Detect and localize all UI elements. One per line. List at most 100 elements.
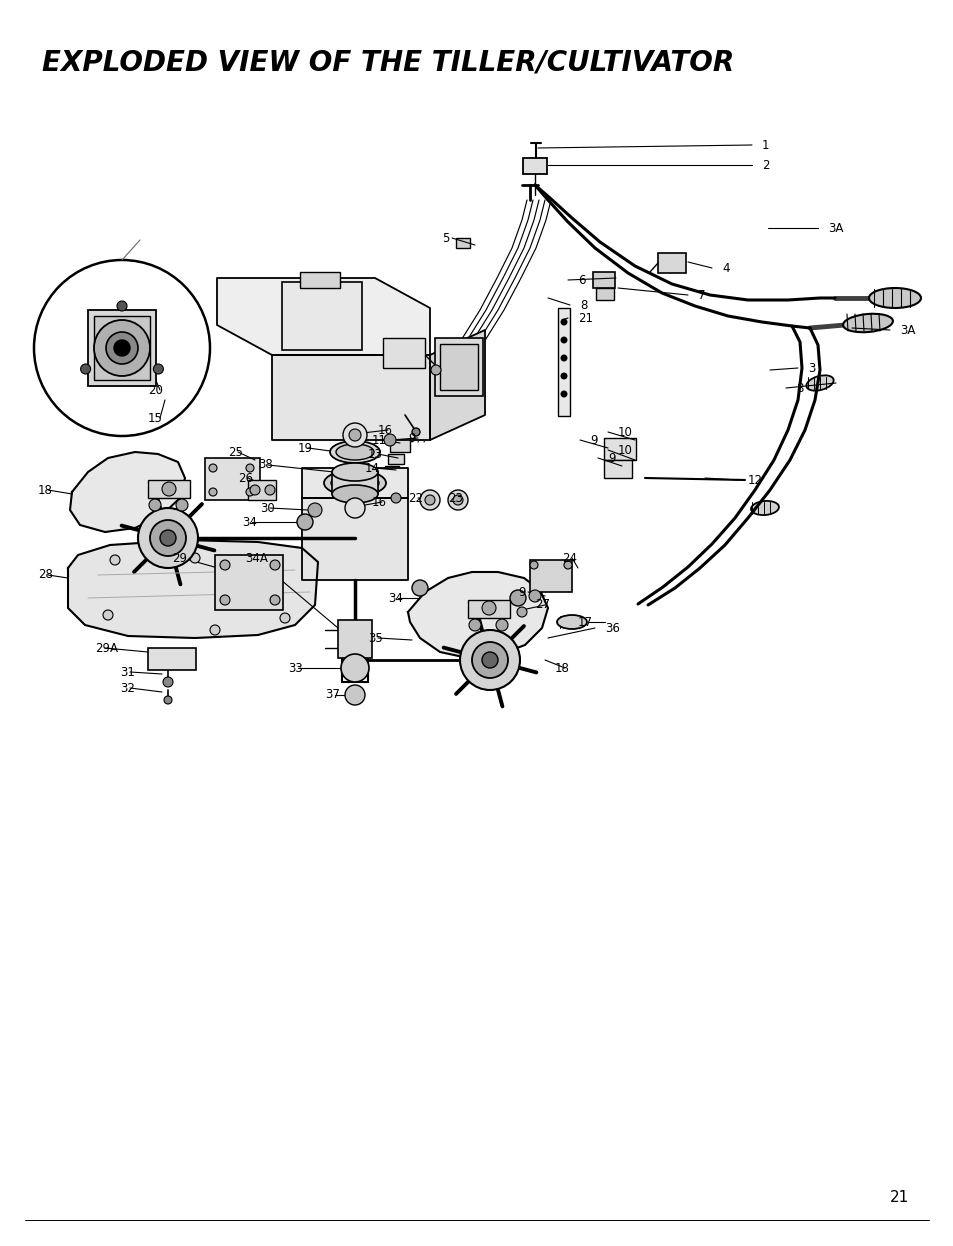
Text: 37: 37 bbox=[325, 689, 339, 701]
Circle shape bbox=[431, 365, 440, 375]
Ellipse shape bbox=[330, 441, 379, 464]
Ellipse shape bbox=[332, 464, 377, 481]
Ellipse shape bbox=[750, 501, 779, 515]
Circle shape bbox=[270, 596, 280, 606]
Polygon shape bbox=[302, 498, 408, 579]
Text: 29A: 29A bbox=[95, 642, 118, 654]
Text: 7: 7 bbox=[698, 289, 705, 302]
Circle shape bbox=[412, 427, 419, 436]
Circle shape bbox=[117, 302, 127, 312]
Circle shape bbox=[448, 490, 468, 510]
Bar bbox=[382, 338, 424, 368]
Text: 19: 19 bbox=[297, 441, 313, 455]
Text: 18: 18 bbox=[38, 483, 52, 496]
Circle shape bbox=[280, 613, 290, 623]
Circle shape bbox=[481, 601, 496, 616]
Text: 21: 21 bbox=[578, 312, 593, 324]
Text: 26: 26 bbox=[237, 471, 253, 485]
Circle shape bbox=[94, 320, 150, 376]
Text: 17: 17 bbox=[578, 616, 593, 628]
Bar bbox=[88, 310, 156, 386]
Text: 31: 31 bbox=[120, 665, 134, 679]
Text: 28: 28 bbox=[38, 568, 52, 582]
Circle shape bbox=[510, 591, 525, 606]
Circle shape bbox=[345, 685, 365, 705]
Text: EXPLODED VIEW OF THE TILLER/CULTIVATOR: EXPLODED VIEW OF THE TILLER/CULTIVATOR bbox=[42, 49, 734, 76]
Bar bbox=[214, 554, 283, 611]
Ellipse shape bbox=[842, 314, 892, 333]
Circle shape bbox=[424, 495, 435, 505]
Text: 9: 9 bbox=[589, 434, 597, 446]
Text: 1: 1 bbox=[761, 138, 769, 152]
Circle shape bbox=[459, 630, 519, 690]
Circle shape bbox=[560, 391, 566, 397]
Bar bbox=[148, 480, 190, 498]
Text: 32: 32 bbox=[120, 682, 134, 694]
Text: 29: 29 bbox=[172, 552, 187, 564]
Circle shape bbox=[265, 485, 274, 495]
Text: 16: 16 bbox=[372, 496, 387, 508]
Text: 22: 22 bbox=[408, 491, 422, 505]
Circle shape bbox=[150, 520, 186, 556]
Polygon shape bbox=[302, 468, 408, 498]
Ellipse shape bbox=[868, 288, 920, 308]
Bar bbox=[439, 344, 477, 390]
Circle shape bbox=[496, 619, 507, 630]
Bar bbox=[530, 559, 572, 592]
Text: 8: 8 bbox=[579, 299, 587, 312]
Bar bbox=[593, 272, 615, 288]
Text: 18: 18 bbox=[555, 662, 569, 674]
Text: 6: 6 bbox=[578, 274, 585, 287]
Circle shape bbox=[220, 596, 230, 606]
Polygon shape bbox=[216, 278, 430, 355]
Polygon shape bbox=[430, 330, 484, 440]
Bar bbox=[148, 648, 195, 670]
Circle shape bbox=[343, 422, 367, 447]
Polygon shape bbox=[70, 452, 185, 532]
Text: 4: 4 bbox=[721, 262, 729, 274]
Bar bbox=[468, 601, 510, 618]
Ellipse shape bbox=[557, 616, 586, 629]
Circle shape bbox=[517, 607, 526, 617]
Text: 13: 13 bbox=[368, 447, 382, 461]
Circle shape bbox=[270, 559, 280, 569]
Text: 12: 12 bbox=[747, 473, 762, 486]
Text: 2: 2 bbox=[761, 158, 769, 172]
Circle shape bbox=[481, 652, 497, 668]
Text: 36: 36 bbox=[604, 622, 619, 634]
Circle shape bbox=[530, 561, 537, 569]
Circle shape bbox=[412, 579, 428, 596]
Bar bbox=[603, 460, 631, 478]
Circle shape bbox=[391, 493, 400, 503]
Text: 3A: 3A bbox=[899, 324, 915, 336]
Text: 24: 24 bbox=[561, 552, 577, 564]
Circle shape bbox=[246, 488, 253, 496]
Bar bbox=[388, 454, 403, 464]
Text: 3A: 3A bbox=[827, 222, 842, 234]
Bar bbox=[94, 316, 150, 380]
Circle shape bbox=[106, 331, 138, 364]
Circle shape bbox=[296, 515, 313, 530]
Circle shape bbox=[419, 490, 439, 510]
Circle shape bbox=[220, 559, 230, 569]
Circle shape bbox=[160, 530, 175, 546]
Text: 20: 20 bbox=[148, 384, 163, 396]
Circle shape bbox=[209, 488, 216, 496]
Ellipse shape bbox=[331, 473, 378, 493]
Circle shape bbox=[308, 503, 322, 517]
Circle shape bbox=[163, 677, 172, 687]
Text: 8: 8 bbox=[795, 381, 802, 395]
Text: 27: 27 bbox=[535, 598, 550, 612]
Bar bbox=[299, 272, 339, 288]
Circle shape bbox=[153, 364, 163, 374]
Circle shape bbox=[340, 654, 369, 682]
Text: 34: 34 bbox=[388, 592, 402, 604]
Circle shape bbox=[345, 498, 365, 518]
Polygon shape bbox=[408, 572, 547, 658]
Bar bbox=[603, 439, 636, 460]
Circle shape bbox=[110, 554, 120, 564]
Polygon shape bbox=[272, 355, 430, 440]
Circle shape bbox=[384, 434, 395, 446]
Text: 33: 33 bbox=[288, 662, 302, 674]
Text: 10: 10 bbox=[618, 444, 632, 456]
